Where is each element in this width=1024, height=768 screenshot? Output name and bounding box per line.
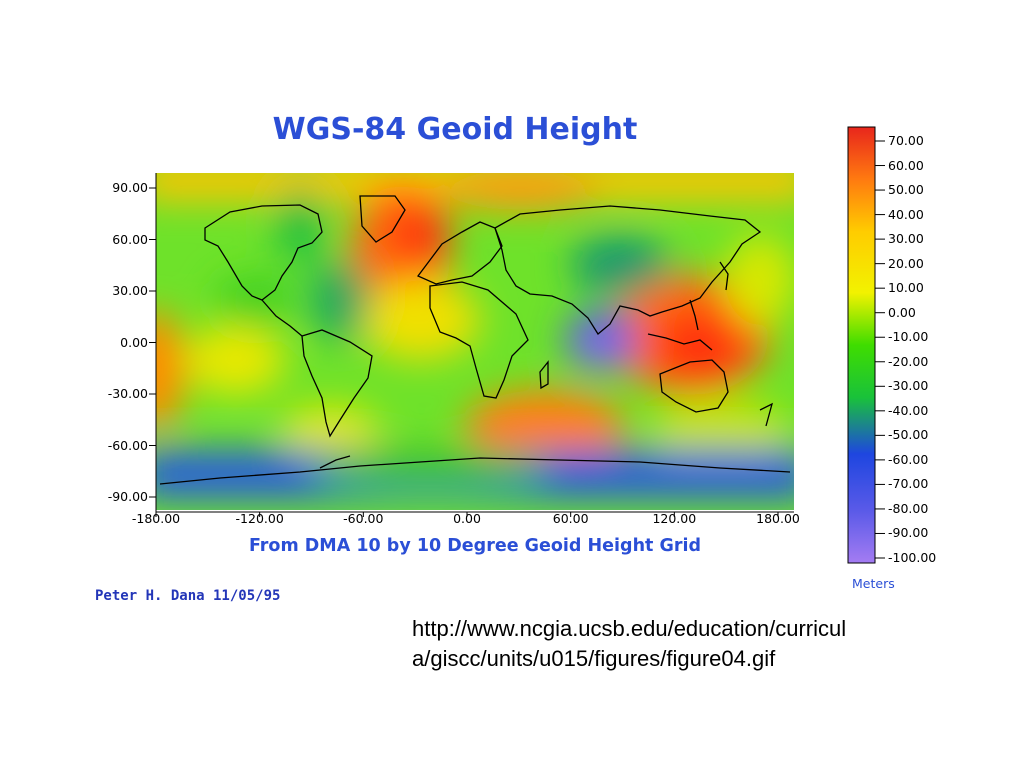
x-tick-label: -120.00	[235, 511, 284, 526]
map-subtitle: From DMA 10 by 10 Degree Geoid Height Gr…	[248, 536, 702, 556]
x-tick-label: -60.00	[343, 511, 384, 526]
geoid-height-field	[156, 173, 794, 510]
source-url[interactable]: http://www.ncgia.ucsb.edu/education/curr…	[412, 614, 912, 674]
colorbar-gradient	[847, 126, 876, 564]
y-tick-label: 0.00	[120, 334, 148, 350]
colorbar-tick-label: -70.00	[888, 476, 929, 492]
colorbar	[847, 126, 885, 564]
colorbar-tick-marks	[875, 140, 885, 559]
colorbar-tick-label: -60.00	[888, 451, 929, 467]
x-tick-label: -180.00	[131, 511, 181, 526]
colorbar-tick-label: 0.00	[888, 304, 916, 320]
x-tick-label: 120.00	[652, 511, 697, 526]
colorbar-tick-label: -90.00	[888, 525, 929, 541]
colorbar-tick-label: -50.00	[888, 427, 929, 443]
coastlines	[159, 195, 791, 485]
colorbar-tick-label: 20.00	[888, 255, 924, 271]
colorbar-tick-label: -10.00	[888, 329, 929, 345]
x-tick-label: 0.00	[453, 511, 481, 526]
colorbar-tick-label: -100.00	[888, 550, 937, 565]
colorbar-tick-label: 50.00	[888, 182, 924, 198]
x-tick-label: 60.00	[552, 511, 589, 526]
colorbar-tick-label: -40.00	[888, 402, 929, 418]
x-tick-marks	[155, 512, 779, 517]
source-url-line-2: a/giscc/units/u015/figures/figure04.gif	[412, 646, 776, 671]
y-tick-label: 30.00	[112, 283, 148, 298]
y-tick-label: -90.00	[107, 489, 148, 504]
x-tick-label: 180.00	[756, 511, 800, 526]
map-title: WGS-84 Geoid Height	[272, 112, 638, 147]
colorbar-tick-label: 40.00	[888, 206, 924, 222]
author-credit: Peter H. Dana 11/05/95	[95, 588, 281, 604]
y-tick-marks	[149, 187, 156, 498]
y-tick-label: 60.00	[112, 231, 148, 247]
source-url-line-1: http://www.ncgia.ucsb.edu/education/curr…	[412, 616, 847, 641]
colorbar-tick-label: -20.00	[888, 353, 929, 369]
colorbar-unit-label: Meters	[852, 576, 895, 591]
colorbar-tick-label: -80.00	[888, 500, 929, 516]
colorbar-tick-label: -30.00	[888, 378, 929, 394]
colorbar-tick-label: 70.00	[888, 133, 924, 148]
y-tick-label: 90.00	[112, 180, 148, 195]
y-tick-label: -30.00	[107, 386, 148, 401]
colorbar-tick-label: 30.00	[888, 231, 924, 247]
colorbar-tick-label: 60.00	[888, 157, 924, 173]
colorbar-tick-label: 10.00	[888, 280, 924, 296]
y-tick-label: -60.00	[107, 437, 148, 453]
